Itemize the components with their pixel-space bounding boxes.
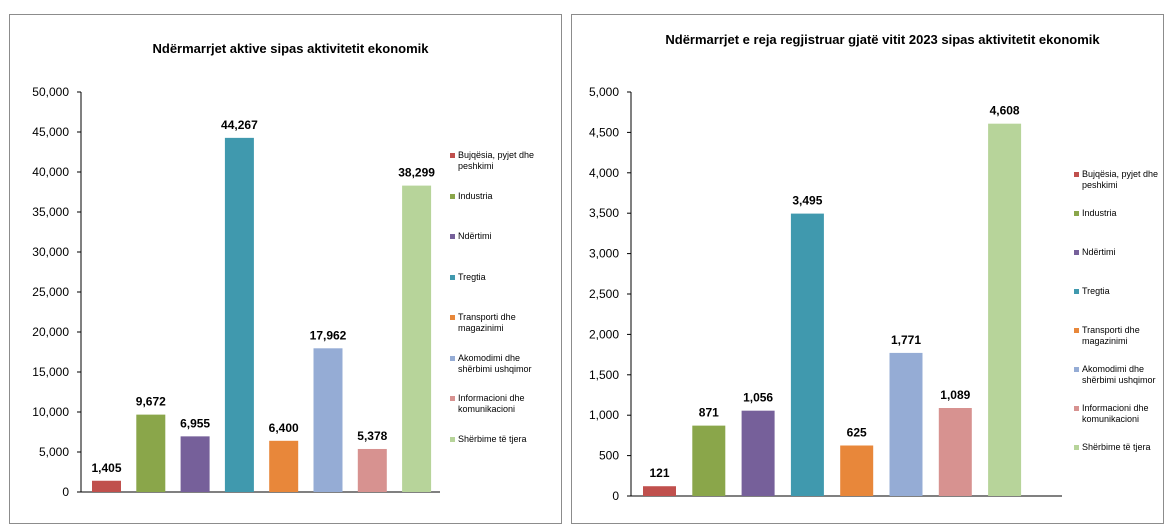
legend-swatch bbox=[450, 396, 455, 401]
y-tick-label: 5,000 bbox=[39, 445, 69, 459]
data-label: 1,089 bbox=[940, 388, 970, 402]
legend-label: Akomodimi dhe shërbimi ushqimor bbox=[458, 352, 532, 374]
bar bbox=[692, 425, 726, 496]
y-tick-label: 10,000 bbox=[32, 405, 69, 419]
chart-title: Ndërmarrjet aktive sipas aktivitetit eko… bbox=[152, 41, 429, 56]
bar bbox=[988, 123, 1022, 497]
data-label: 1,405 bbox=[91, 461, 121, 475]
data-label: 17,962 bbox=[310, 328, 347, 342]
legend-label: Shërbime të tjera bbox=[1082, 442, 1151, 452]
y-tick-label: 0 bbox=[612, 489, 619, 503]
bar bbox=[357, 448, 387, 492]
data-label: 1,056 bbox=[743, 391, 773, 405]
legend-label: Industria bbox=[1082, 208, 1117, 218]
bar-chart-plot: 0 5,000 10,000 15,000 20,000 25,000 30,000 35,0… bbox=[32, 85, 440, 499]
data-label: 38,299 bbox=[398, 166, 435, 180]
legend-swatch bbox=[450, 355, 455, 361]
legend-swatch bbox=[450, 153, 455, 158]
legend-swatch bbox=[1074, 328, 1079, 333]
legend-label: Ndërtimi bbox=[458, 231, 492, 241]
bar-chart-plot: 0 500 1,000 1,500 2,000 2,500 3,000 3,500 4,000 4… bbox=[589, 85, 1062, 503]
bar bbox=[741, 410, 775, 496]
legend-label: Industria bbox=[458, 190, 493, 201]
legend-swatch bbox=[450, 234, 455, 239]
y-tick-label: 0 bbox=[62, 485, 69, 499]
bar bbox=[889, 352, 923, 496]
y-tick-label: 50,000 bbox=[32, 85, 69, 99]
legend-swatch bbox=[450, 436, 455, 442]
y-tick-label: 40,000 bbox=[32, 165, 69, 179]
y-tick-label: 5,000 bbox=[589, 85, 619, 99]
legend-swatch bbox=[1074, 406, 1079, 411]
y-tick-label: 4,000 bbox=[589, 166, 619, 180]
legend-label: Tregtia bbox=[1082, 286, 1110, 296]
legend-label: Bujqësia, pyjet dhe peshkimi bbox=[1082, 169, 1159, 190]
y-tick-label: 1,500 bbox=[589, 368, 619, 382]
bar bbox=[92, 480, 121, 492]
data-label: 3,495 bbox=[792, 194, 822, 208]
y-tick-label: 4,500 bbox=[589, 125, 619, 139]
legend-swatch bbox=[1074, 367, 1079, 372]
legend-label: Informacioni dhe komunikacioni bbox=[1082, 403, 1149, 424]
legend-swatch bbox=[450, 193, 455, 199]
chart-panel-active-enterprises: Ndërmarrjet aktive sipas aktivitetit eko… bbox=[9, 14, 562, 524]
legend-swatch bbox=[1074, 250, 1079, 255]
legend-swatch bbox=[1074, 445, 1079, 450]
bar bbox=[402, 185, 432, 492]
legend-label: Akomodimi dhe shërbimi ushqimor bbox=[1082, 364, 1156, 385]
data-label: 44,267 bbox=[221, 118, 258, 132]
data-label: 5,378 bbox=[357, 429, 387, 443]
chart-panel-new-enterprises-2023: Ndërmarrjet e reja regjistruar gjatë vit… bbox=[571, 14, 1164, 524]
data-label: 6,400 bbox=[269, 421, 299, 435]
data-label: 871 bbox=[699, 406, 719, 420]
data-label: 9,672 bbox=[136, 395, 166, 409]
chart-title: Ndërmarrjet e reja regjistruar gjatë vit… bbox=[665, 32, 1100, 47]
bar bbox=[790, 213, 824, 496]
legend-label: Ndërtimi bbox=[1082, 247, 1116, 257]
data-label: 625 bbox=[847, 426, 867, 440]
legend-label: Informacioni dhe komunikacioni bbox=[458, 393, 525, 414]
y-tick-label: 35,000 bbox=[32, 205, 69, 219]
y-tick-label: 15,000 bbox=[32, 365, 69, 379]
bar bbox=[224, 137, 254, 492]
bar bbox=[938, 408, 972, 496]
data-label: 6,955 bbox=[180, 416, 210, 430]
legend-label: Transporti dhe magazinimi bbox=[1082, 325, 1140, 346]
bar bbox=[313, 348, 343, 492]
bar bbox=[643, 486, 676, 496]
legend-label: Bujqësia, pyjet dhe peshkimi bbox=[458, 150, 535, 171]
data-label: 4,608 bbox=[990, 104, 1020, 118]
bar bbox=[136, 414, 166, 492]
y-tick-label: 2,000 bbox=[589, 327, 619, 341]
bar bbox=[180, 436, 210, 492]
bar bbox=[269, 440, 299, 492]
y-tick-label: 2,500 bbox=[589, 287, 619, 301]
legend-swatch bbox=[450, 274, 455, 280]
y-tick-label: 25,000 bbox=[32, 285, 69, 299]
data-label: 121 bbox=[649, 466, 669, 480]
legend-swatch bbox=[1074, 172, 1079, 177]
legend-label: Transporti dhe magazinimi bbox=[458, 312, 516, 333]
y-tick-label: 500 bbox=[599, 449, 619, 463]
legend-swatch bbox=[1074, 289, 1079, 294]
y-tick-label: 3,000 bbox=[589, 247, 619, 261]
y-tick-label: 3,500 bbox=[589, 206, 619, 220]
y-tick-label: 45,000 bbox=[32, 125, 69, 139]
y-tick-label: 1,000 bbox=[589, 408, 619, 422]
legend-swatch bbox=[1074, 211, 1079, 216]
data-label: 1,771 bbox=[891, 333, 921, 347]
legend-swatch bbox=[450, 315, 455, 320]
y-tick-label: 30,000 bbox=[32, 245, 69, 259]
legend-label: Shërbime të tjera bbox=[458, 433, 527, 444]
bar bbox=[840, 445, 874, 496]
y-tick-label: 20,000 bbox=[32, 325, 69, 339]
legend-label: Tregtia bbox=[458, 271, 486, 282]
